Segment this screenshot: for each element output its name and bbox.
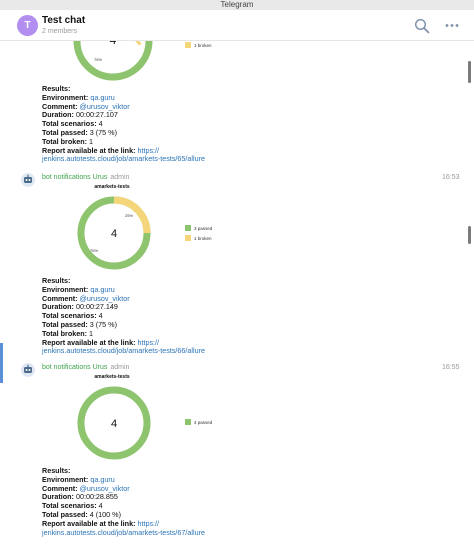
legend-item: 3 passed [185, 223, 212, 233]
legend-swatch [185, 42, 191, 48]
sender-role: admin [110, 174, 130, 181]
results-heading: Results: [42, 466, 71, 475]
passed-value: 3 (75 %) [89, 127, 117, 137]
comment-label: Comment: [42, 101, 78, 111]
legend-item: 1 broken [185, 233, 212, 243]
donut-chart: 4 [77, 386, 151, 460]
sender-role: admin [110, 364, 130, 371]
comment-mention[interactable]: @urusov_viktor [79, 483, 130, 493]
env-label: Environment: [42, 284, 89, 294]
scenarios-label: Total scenarios: [42, 119, 97, 129]
duration-value: 00:00:27.107 [75, 110, 118, 120]
legend-swatch [185, 225, 191, 231]
sender-line[interactable]: bot notifications Urus admin [42, 174, 129, 181]
sender-name[interactable]: bot notifications Urus [42, 174, 108, 181]
report-link-url[interactable]: jenkins.autotests.cloud/job/amarkets-tes… [42, 527, 205, 537]
comment-mention[interactable]: @urusov_viktor [79, 101, 130, 111]
scenarios-label: Total scenarios: [42, 501, 97, 511]
donut-center-value: 4 [111, 228, 117, 240]
chat-avatar[interactable]: T [17, 15, 38, 36]
chart-legend: 4 passed [185, 417, 212, 427]
chat-title[interactable]: Test chat [42, 15, 86, 26]
passed-pct-label: 75% [94, 57, 102, 62]
results-block: Results: Environment: qa.guru Comment: @… [42, 84, 205, 164]
scroll-marker [0, 343, 3, 383]
donut-center-value: 4 [110, 41, 117, 47]
broken-value: 1 [89, 136, 93, 146]
report-link[interactable]: https:// [137, 337, 160, 347]
chart-title: amarkets-tests [94, 374, 130, 380]
report-link[interactable]: https:// [137, 518, 160, 528]
message-0: 4 75% 1 broken Results: Environment: qa.… [0, 0, 468, 180]
chart-title: amarkets-tests [94, 184, 130, 190]
message-time: 16:55 [442, 364, 460, 371]
results-block: Results: Environment: qa.guru Comment: @… [42, 466, 205, 537]
passed-label: Total passed: [42, 127, 88, 137]
chat-header: T Test chat 2 members [0, 10, 474, 41]
donut-chart: 4 25% 75% [77, 196, 151, 270]
report-label: Report available at the link: [42, 145, 136, 155]
duration-value: 00:00:27.149 [75, 302, 118, 312]
duration-value: 00:00:28.855 [75, 492, 118, 502]
bot-avatar-icon[interactable] [21, 363, 35, 377]
legend-label: 4 passed [194, 419, 213, 425]
report-label: Report available at the link: [42, 337, 136, 347]
legend-label: 1 broken [194, 235, 212, 241]
legend-item: 4 passed [185, 417, 212, 427]
sender-line[interactable]: bot notifications Urus admin [42, 364, 129, 371]
donut-chart: 4 75% [73, 41, 153, 81]
sender-name[interactable]: bot notifications Urus [42, 364, 108, 371]
chat-members-count: 2 members [42, 28, 78, 35]
legend-swatch [185, 235, 191, 241]
legend-item: 1 broken [185, 40, 212, 50]
bot-avatar-icon[interactable] [21, 173, 35, 187]
duration-label: Duration: [42, 302, 74, 312]
report-label: Report available at the link: [42, 518, 136, 528]
env-link[interactable]: qa.guru [90, 284, 115, 294]
message-time: 16:53 [442, 174, 460, 181]
scrollbar[interactable] [468, 41, 471, 551]
search-icon[interactable] [414, 18, 430, 34]
legend-label: 3 passed [194, 225, 213, 231]
passed-label: Total passed: [42, 509, 88, 519]
broken-value: 1 [89, 328, 93, 338]
broken-label: Total broken: [42, 328, 87, 338]
duration-label: Duration: [42, 492, 74, 502]
message-list[interactable]: 4 75% 1 broken Results: Environment: qa.… [0, 41, 474, 551]
report-link-url[interactable]: jenkins.autotests.cloud/job/amarkets-tes… [42, 154, 205, 164]
passed-pct-label: 75% [90, 248, 98, 253]
scenarios-label: Total scenarios: [42, 311, 97, 321]
env-label: Environment: [42, 474, 89, 484]
results-heading: Results: [42, 276, 71, 285]
passed-label: Total passed: [42, 319, 88, 329]
env-link[interactable]: qa.guru [90, 92, 115, 102]
duration-label: Duration: [42, 110, 74, 120]
scenarios-value: 4 [98, 311, 103, 321]
chart-legend: 3 passed 1 broken [185, 223, 212, 243]
comment-label: Comment: [42, 293, 78, 303]
message-1: bot notifications Urus admin 16:53 amarke… [0, 173, 468, 361]
legend-label: 1 broken [194, 42, 212, 48]
results-heading: Results: [42, 84, 71, 93]
donut-center-value: 4 [111, 418, 117, 430]
report-link-url[interactable]: jenkins.autotests.cloud/job/amarkets-tes… [42, 346, 205, 356]
comment-mention[interactable]: @urusov_viktor [79, 293, 130, 303]
comment-label: Comment: [42, 483, 78, 493]
broken-label: Total broken: [42, 136, 87, 146]
chart-legend: 1 broken [185, 40, 212, 50]
more-icon[interactable] [445, 23, 459, 28]
scenarios-value: 4 [98, 501, 103, 511]
passed-value: 4 (100 %) [89, 509, 121, 519]
broken-pct-label: 25% [125, 213, 133, 218]
env-label: Environment: [42, 92, 89, 102]
message-2: bot notifications Urus admin 16:55 amarke… [0, 363, 468, 551]
legend-swatch [185, 419, 191, 425]
passed-value: 3 (75 %) [89, 319, 117, 329]
results-block: Results: Environment: qa.guru Comment: @… [42, 276, 205, 356]
scenarios-value: 4 [98, 119, 103, 129]
env-link[interactable]: qa.guru [90, 474, 115, 484]
report-link[interactable]: https:// [137, 145, 160, 155]
